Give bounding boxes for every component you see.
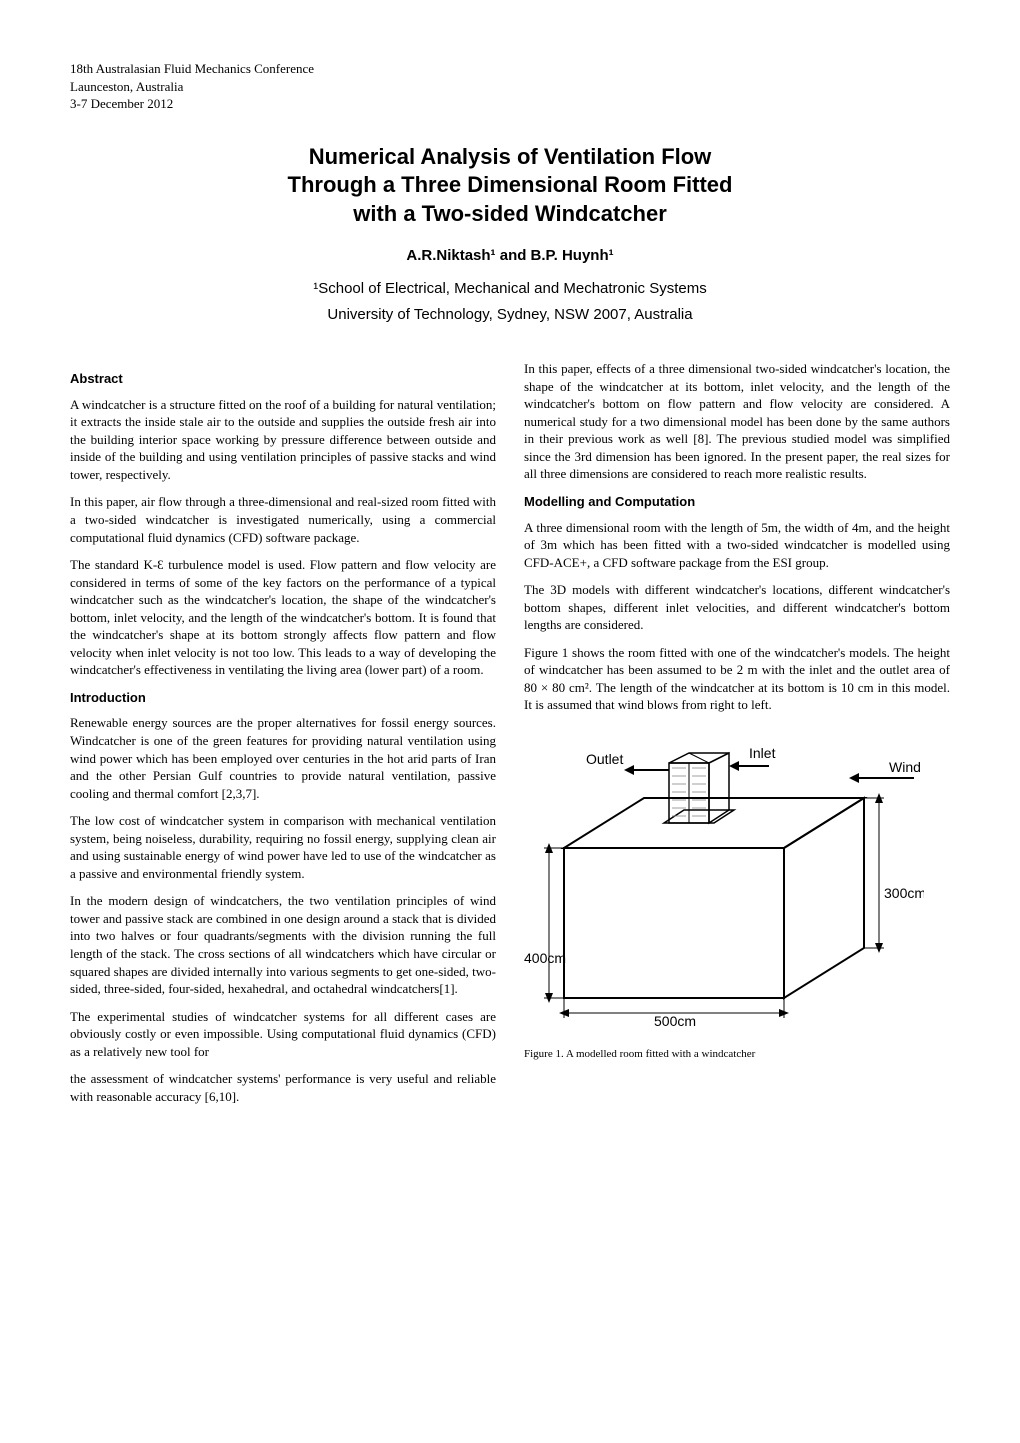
conference-line3: 3-7 December 2012 <box>70 95 950 113</box>
svg-text:Outlet: Outlet <box>586 751 623 767</box>
svg-text:Inlet: Inlet <box>749 745 776 761</box>
svg-text:Wind: Wind <box>889 759 921 775</box>
abstract-heading: Abstract <box>70 370 496 388</box>
modelling-para-3: Figure 1 shows the room fitted with one … <box>524 644 950 714</box>
title-line3: with a Two-sided Windcatcher <box>70 200 950 229</box>
affiliation-line2: University of Technology, Sydney, NSW 20… <box>70 305 950 325</box>
conference-header: 18th Australasian Fluid Mechanics Confer… <box>70 60 950 113</box>
body-columns: Abstract A windcatcher is a structure fi… <box>70 360 950 1105</box>
title-line2: Through a Three Dimensional Room Fitted <box>70 171 950 200</box>
intro-para-4: The experimental studies of windcatcher … <box>70 1008 496 1061</box>
title-line1: Numerical Analysis of Ventilation Flow <box>70 143 950 172</box>
paper-title: Numerical Analysis of Ventilation Flow T… <box>70 143 950 229</box>
svg-text:400cm: 400cm <box>524 950 566 966</box>
intro-para-3: In the modern design of windcatchers, th… <box>70 892 496 997</box>
modelling-heading: Modelling and Computation <box>524 493 950 511</box>
abstract-para-1: A windcatcher is a structure fitted on t… <box>70 396 496 484</box>
abstract-para-3: The standard K-Ɛ turbulence model is use… <box>70 556 496 679</box>
figure-1-diagram: Outlet Inlet Wind 400cm 500cm 300cm <box>524 728 924 1028</box>
intro-heading: Introduction <box>70 689 496 707</box>
intro-para-2: The low cost of windcatcher system in co… <box>70 812 496 882</box>
abstract-para-2: In this paper, air flow through a three-… <box>70 493 496 546</box>
figure-1: Outlet Inlet Wind 400cm 500cm 300cm Figu… <box>524 728 950 1061</box>
col2-para-2: In this paper, effects of a three dimens… <box>524 360 950 483</box>
svg-text:500cm: 500cm <box>654 1013 696 1028</box>
modelling-para-1: A three dimensional room with the length… <box>524 519 950 572</box>
svg-text:300cm: 300cm <box>884 885 924 901</box>
modelling-para-2: The 3D models with different windcatcher… <box>524 581 950 634</box>
col2-para-1: the assessment of windcatcher systems' p… <box>70 1070 496 1105</box>
figure-1-caption: Figure 1. A modelled room fitted with a … <box>524 1047 950 1062</box>
affiliation-line1: ¹School of Electrical, Mechanical and Me… <box>70 279 950 299</box>
authors: A.R.Niktash¹ and B.P. Huynh¹ <box>70 246 950 266</box>
conference-line2: Launceston, Australia <box>70 78 950 96</box>
conference-line1: 18th Australasian Fluid Mechanics Confer… <box>70 60 950 78</box>
intro-para-1: Renewable energy sources are the proper … <box>70 714 496 802</box>
